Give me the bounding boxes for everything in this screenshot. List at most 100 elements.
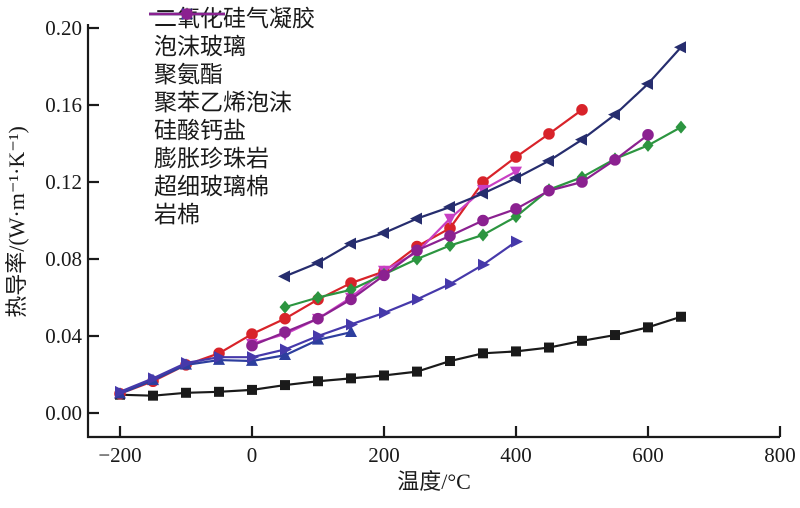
- y-axis-title: 热导率/(W·m⁻¹·K⁻¹): [4, 126, 29, 318]
- data-point-series-8: [510, 203, 522, 215]
- legend-item-7: 超细玻璃棉: [148, 8, 315, 201]
- data-point-series-7: [346, 318, 358, 331]
- data-point-series-1: [544, 342, 554, 353]
- data-point-series-8: [609, 154, 621, 166]
- data-point-series-5: [444, 239, 456, 253]
- data-point-series-1: [148, 390, 158, 401]
- data-point-series-8: [279, 326, 291, 338]
- legend-item-3: 聚氨酯: [148, 7, 315, 89]
- axis-frame: [86, 24, 780, 439]
- data-point-series-4: [444, 213, 456, 226]
- legend-item-4: 聚苯乙烯泡沫: [148, 9, 315, 117]
- data-point-series-8: [312, 312, 324, 325]
- legend-label: 聚氨酯: [154, 62, 223, 87]
- legend-marker-circle-icon: [149, 8, 225, 20]
- legend-label: 泡沫玻璃: [154, 34, 246, 59]
- data-point-series-1: [181, 387, 191, 398]
- data-point-series-6: [575, 133, 587, 146]
- data-point-series-4: [510, 166, 522, 178]
- data-point-series-7: [115, 385, 127, 398]
- data-point-series-1: [313, 376, 323, 387]
- data-point-series-8: [246, 339, 258, 352]
- data-point-series-7: [214, 351, 226, 364]
- data-point-series-8: [477, 214, 489, 227]
- data-point-series-6: [311, 256, 323, 269]
- data-point-series-6: [608, 108, 620, 121]
- data-point-series-2: [279, 312, 291, 325]
- data-point-series-2: [510, 151, 522, 163]
- y-tick-label: 0.04: [45, 324, 82, 348]
- x-tick-label: 400: [500, 443, 532, 467]
- data-point-series-7: [148, 372, 160, 385]
- data-point-series-1: [214, 386, 224, 397]
- data-point-series-7: [379, 306, 391, 319]
- legend-item-6: 膨胀珍珠岩: [148, 8, 315, 173]
- data-point-series-5: [675, 120, 687, 134]
- data-point-series-5: [642, 138, 654, 152]
- data-point-series-8: [378, 269, 390, 282]
- legend-label: 膨胀珍珠岩: [154, 146, 269, 171]
- data-point-series-5: [345, 283, 357, 297]
- y-tick-label: 0.20: [45, 16, 82, 40]
- x-tick-label: 800: [764, 443, 796, 467]
- data-point-series-7: [247, 351, 259, 364]
- data-point-series-2: [246, 328, 258, 340]
- data-point-series-7: [313, 330, 325, 342]
- y-tick-label: 0.16: [45, 93, 82, 117]
- data-point-series-7: [511, 235, 523, 248]
- legend-label: 岩棉: [154, 202, 200, 227]
- data-point-series-2: [576, 104, 588, 116]
- data-point-series-1: [280, 380, 290, 391]
- data-point-series-3: [279, 348, 291, 361]
- data-point-series-1: [412, 366, 422, 377]
- data-point-series-5: [312, 291, 324, 304]
- series-layer: [114, 41, 687, 401]
- data-point-series-5: [279, 300, 291, 314]
- x-tick-label: 200: [368, 443, 400, 467]
- data-point-series-7: [181, 356, 193, 369]
- data-point-series-1: [445, 356, 455, 367]
- legend-label: 聚苯乙烯泡沫: [154, 90, 292, 115]
- data-point-series-6: [509, 172, 521, 185]
- x-axis-title: 温度/°C: [397, 469, 471, 494]
- y-tick-label: 0.00: [45, 401, 82, 425]
- data-point-series-2: [543, 128, 555, 140]
- legend-label: 二氧化硅气凝胶: [154, 6, 315, 31]
- data-point-series-6: [542, 154, 554, 167]
- legend-item-2: 泡沫玻璃: [148, 8, 315, 61]
- data-point-series-7: [478, 258, 490, 271]
- data-point-series-1: [247, 384, 257, 395]
- legend-label: 硅酸钙盐: [154, 118, 246, 143]
- data-point-series-6: [443, 201, 455, 214]
- data-point-series-8: [642, 129, 654, 141]
- data-point-series-5: [477, 228, 489, 242]
- data-point-series-1: [379, 370, 389, 381]
- y-tick-label: 0.08: [45, 247, 82, 271]
- data-point-series-8: [543, 184, 555, 197]
- series-line-6: [284, 46, 682, 278]
- legend-marker-glyph: [181, 8, 193, 20]
- data-point-series-7: [445, 278, 457, 291]
- x-tick-label: 600: [632, 443, 664, 467]
- data-point-series-1: [676, 311, 686, 322]
- data-point-series-8: [576, 176, 588, 188]
- series-line-1: [119, 315, 682, 397]
- data-point-series-5: [411, 252, 423, 266]
- data-point-series-1: [577, 335, 587, 346]
- legend-item-8: 岩棉: [148, 8, 315, 229]
- x-tick-label: −200: [98, 443, 141, 467]
- y-tick-label: 0.12: [45, 170, 82, 194]
- data-point-series-3: [345, 325, 357, 337]
- data-point-series-8: [345, 293, 357, 306]
- legend-item-5: 硅酸钙盐: [148, 7, 315, 145]
- axes-layer: 0.00 0.04 0.08 0.12 0.16 0.20 −200 0 200 400 600 80…: [45, 16, 796, 467]
- data-point-series-1: [643, 322, 653, 333]
- data-point-series-6: [674, 41, 686, 54]
- chart-legend: 二氧化硅气凝胶 泡沫玻璃聚氨酯聚苯乙烯泡沫 硅酸钙盐膨胀珍珠岩 超细玻璃棉 岩棉: [148, 5, 315, 229]
- data-point-series-8: [444, 230, 456, 242]
- data-point-series-7: [412, 293, 424, 306]
- data-point-series-1: [511, 346, 521, 357]
- data-point-series-8: [411, 244, 423, 257]
